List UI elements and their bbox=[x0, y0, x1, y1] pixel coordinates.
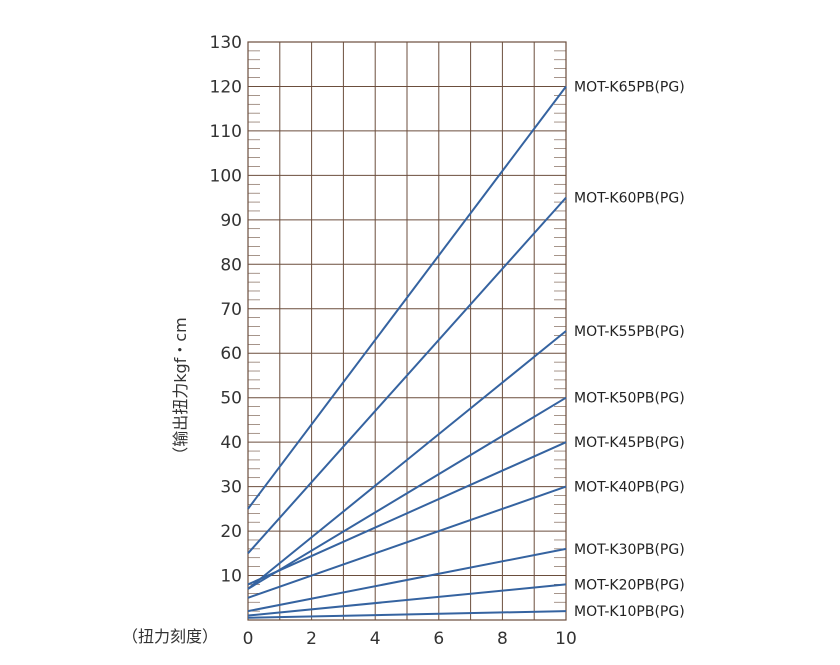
y-tick-label: 40 bbox=[220, 433, 242, 453]
y-tick-label: 10 bbox=[220, 567, 242, 587]
series-line bbox=[247, 85, 567, 510]
series-line bbox=[247, 485, 567, 599]
x-tick-label: 2 bbox=[306, 629, 317, 649]
series-line bbox=[247, 610, 567, 619]
y-tick-label: 60 bbox=[220, 344, 242, 364]
series-label: MOT-K10PB(PG) bbox=[574, 604, 685, 620]
series-lines bbox=[247, 85, 567, 619]
series-line bbox=[247, 196, 567, 554]
series-label: MOT-K45PB(PG) bbox=[574, 435, 685, 451]
y-tick-label: 90 bbox=[220, 211, 242, 231]
x-tick-label: 0 bbox=[243, 629, 254, 649]
series-line bbox=[247, 547, 567, 613]
series-label: MOT-K55PB(PG) bbox=[574, 324, 685, 340]
series-line bbox=[247, 396, 567, 590]
plot-grid bbox=[247, 41, 567, 621]
x-tick-label: 8 bbox=[497, 629, 508, 649]
y-tick-label: 130 bbox=[210, 33, 242, 53]
y-tick-label: 120 bbox=[210, 77, 242, 97]
y-tick-label: 20 bbox=[220, 522, 242, 542]
y-tick-label: 50 bbox=[220, 389, 242, 409]
y-axis-label: （输出扭力kgf・cm bbox=[171, 317, 190, 462]
series-label: MOT-K50PB(PG) bbox=[574, 391, 685, 407]
series-line bbox=[247, 583, 567, 617]
series-line bbox=[247, 330, 567, 590]
y-tick-label: 30 bbox=[220, 478, 242, 498]
y-tick-label: 70 bbox=[220, 300, 242, 320]
x-tick-label: 4 bbox=[370, 629, 381, 649]
y-tick-label: 80 bbox=[220, 255, 242, 275]
y-tick-labels: 10 20 30 40 50 60 70 80 90 100 110 120 130 bbox=[210, 33, 242, 587]
x-tick-labels: 0 2 4 6 8 10 bbox=[243, 629, 577, 649]
series-label: MOT-K20PB(PG) bbox=[574, 577, 685, 593]
series-label: MOT-K40PB(PG) bbox=[574, 480, 685, 496]
series-line bbox=[247, 441, 567, 586]
series-label: MOT-K65PB(PG) bbox=[574, 79, 685, 95]
series-labels: MOT-K65PB(PG) MOT-K60PB(PG) MOT-K55PB(PG) M… bbox=[574, 79, 685, 620]
x-tick-label: 6 bbox=[433, 629, 444, 649]
x-axis-label: （扭力刻度） bbox=[122, 627, 218, 646]
series-label: MOT-K30PB(PG) bbox=[574, 542, 685, 558]
series-label: MOT-K60PB(PG) bbox=[574, 191, 685, 207]
y-tick-label: 100 bbox=[210, 166, 242, 186]
x-tick-label: 10 bbox=[555, 629, 577, 649]
y-tick-label: 110 bbox=[210, 122, 242, 142]
